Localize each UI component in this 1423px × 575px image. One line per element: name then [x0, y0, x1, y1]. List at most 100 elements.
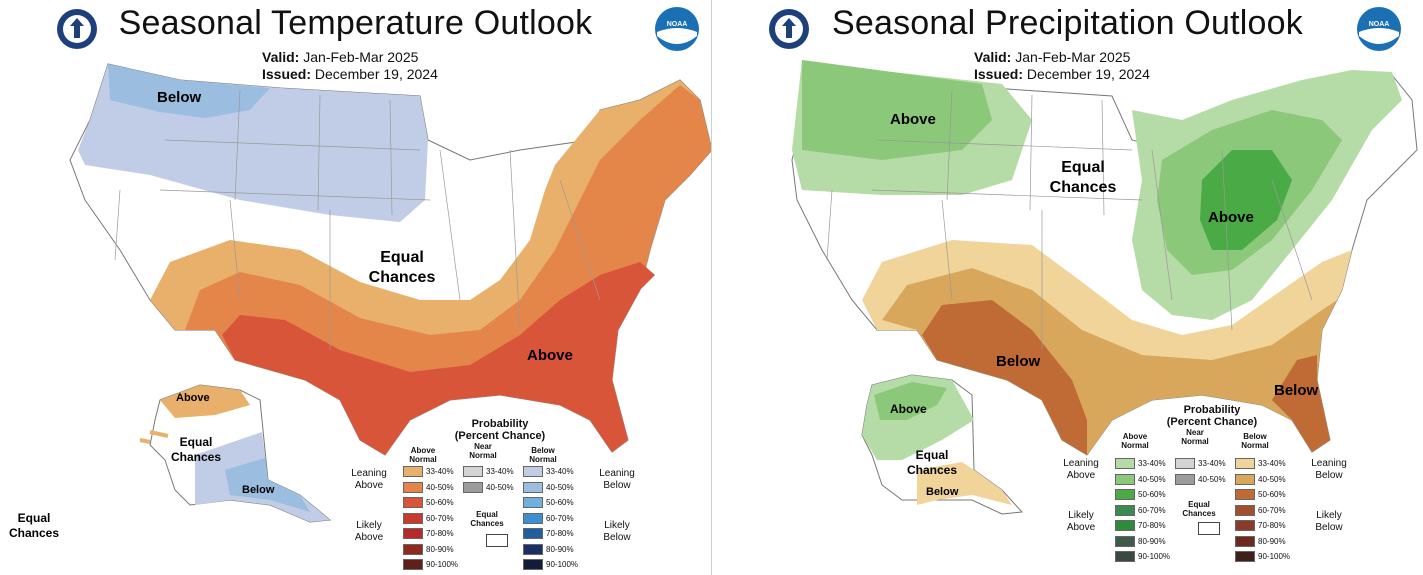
legend-swatch-label-near-0: 33-40%	[486, 467, 514, 476]
commerce-seal-icon	[769, 9, 809, 49]
legend-swatch-below-4	[1235, 520, 1255, 531]
legend-swatch-label-above-3: 60-70%	[1138, 505, 1166, 515]
likely-above-label: Likely Above	[1066, 510, 1096, 533]
leaning-below-label: Leaning Below	[599, 468, 635, 491]
panel-divider	[711, 0, 712, 575]
state-lines	[826, 89, 1313, 350]
below-normal-50-60-sw	[922, 300, 1087, 455]
legend-swatch-label-below-6: 90-100%	[1258, 552, 1291, 561]
legend-swatch-below-1	[1235, 473, 1255, 485]
legend-swatch-above-1	[403, 481, 423, 493]
legend-col-below: Below Normal	[1241, 432, 1269, 450]
legend-swatch-label-below-2: 50-60%	[1258, 490, 1286, 499]
legend-swatch-below-2	[523, 497, 543, 508]
legend-swatch-above-5	[403, 543, 423, 555]
legend-swatch-label-above-2: 50-60%	[426, 498, 454, 507]
likely-above-label: Likely Above	[354, 520, 384, 543]
leaning-below-label: Leaning Below	[1311, 458, 1347, 481]
precipitation-legend: Probability (Percent Chance) Above Normal …	[1057, 404, 1357, 564]
legend-swatch-below-0	[523, 466, 543, 477]
alaska-above-40-50-zone	[874, 382, 947, 420]
legend-swatch-label-below-1: 40-50%	[1258, 474, 1286, 484]
page-title: Seasonal Temperature Outlook	[118, 4, 593, 42]
legend-swatch-label-above-5: 80-90%	[1138, 536, 1166, 546]
below-normal-50-60-fl	[1272, 355, 1330, 452]
svg-text:NOAA: NOAA	[1369, 21, 1390, 28]
legend-swatch-label-above-0: 33-40%	[426, 467, 454, 476]
noaa-logo-icon: NOAA	[1357, 7, 1401, 51]
legend-swatch-label-near-0: 33-40%	[1198, 459, 1226, 468]
legend-swatch-below-3	[1235, 504, 1255, 516]
above-normal-50-60-zone	[222, 262, 655, 455]
legend-swatch-above-0	[1115, 458, 1135, 469]
legend-swatch-label-above-2: 50-60%	[1138, 490, 1166, 499]
valid-value: Jan-Feb-Mar 2025	[303, 49, 419, 65]
alaska-below-zone	[917, 462, 1012, 505]
legend-swatch-label-below-2: 50-60%	[546, 498, 574, 507]
legend-col-near: Near Normal	[469, 442, 497, 460]
legend-swatch-label-near-1: 40-50%	[486, 482, 514, 492]
legend-swatch-above-6	[403, 559, 423, 570]
alaska-below-40-50-zone	[225, 458, 310, 512]
legend-swatch-label-above-4: 70-80%	[1138, 521, 1166, 530]
legend-swatch-above-3	[403, 512, 423, 524]
svg-text:NOAA: NOAA	[667, 21, 688, 28]
legend-swatch-near-0	[1175, 458, 1195, 469]
legend-swatch-label-above-1: 40-50%	[426, 482, 454, 492]
legend-swatch-near-0	[463, 466, 483, 477]
legend-swatch-label-above-3: 60-70%	[426, 513, 454, 523]
legend-col-near: Near Normal	[1181, 428, 1209, 446]
issued-line: Issued: December 19, 2024	[262, 66, 438, 82]
legend-swatch-above-1	[1115, 473, 1135, 485]
legend-swatch-above-5	[1115, 535, 1135, 547]
legend-swatch-label-near-1: 40-50%	[1198, 474, 1226, 484]
legend-col-below: Below Normal	[529, 446, 557, 464]
likely-below-label: Likely Below	[603, 520, 631, 543]
valid-label: Valid:	[262, 49, 300, 65]
legend-col-above: Above Normal	[1121, 432, 1149, 450]
legend-swatch-below-1	[523, 481, 543, 493]
legend-swatch-label-below-4: 70-80%	[1258, 521, 1286, 530]
legend-swatch-label-below-5: 80-90%	[546, 544, 574, 554]
issued-label: Issued:	[974, 66, 1024, 82]
legend-swatch-above-0	[403, 466, 423, 477]
temperature-map	[69, 63, 711, 523]
legend-swatch-label-below-3: 60-70%	[1258, 505, 1286, 515]
legend-swatch-label-below-0: 33-40%	[1258, 459, 1286, 468]
legend-swatch-below-0	[1235, 458, 1255, 469]
below-normal-40-50-zone	[108, 64, 270, 118]
noaa-logo-icon: NOAA	[655, 7, 699, 51]
legend-swatch-near-1	[1175, 473, 1195, 485]
legend-swatch-above-4	[1115, 520, 1135, 531]
temperature-outlook-panel: Seasonal Temperature Outlook Valid: Jan-…	[0, 0, 711, 575]
legend-swatch-above-6	[1115, 551, 1135, 562]
issued-line: Issued: December 19, 2024	[974, 66, 1150, 82]
legend-title: Probability (Percent Chance)	[1166, 404, 1258, 428]
legend-swatch-label-above-4: 70-80%	[426, 529, 454, 538]
valid-line: Valid: Jan-Feb-Mar 2025	[974, 49, 1130, 65]
legend-title: Probability (Percent Chance)	[454, 418, 546, 442]
legend-swatch-above-4	[403, 528, 423, 539]
leaning-above-label: Leaning Above	[351, 468, 387, 491]
legend-col-above: Above Normal	[409, 446, 437, 464]
legend-swatch-label-below-1: 40-50%	[546, 482, 574, 492]
legend-swatch-label-below-5: 80-90%	[1258, 536, 1286, 546]
equal-chances-key-label: Equal Chances	[1182, 500, 1216, 518]
equal-chances-swatch	[1198, 522, 1220, 535]
legend-swatch-below-3	[523, 512, 543, 524]
likely-below-label: Likely Below	[1315, 510, 1343, 533]
page-title: Seasonal Precipitation Outlook	[832, 4, 1303, 42]
above-normal-east-50-60	[1200, 150, 1292, 250]
legend-swatch-above-3	[1115, 504, 1135, 516]
legend-swatch-below-6	[523, 559, 543, 570]
alaska-aleutians	[139, 430, 169, 444]
state-lines	[114, 89, 601, 350]
legend-swatch-label-above-1: 40-50%	[1138, 474, 1166, 484]
legend-swatch-below-6	[1235, 551, 1255, 562]
issued-value: December 19, 2024	[1026, 66, 1150, 82]
legend-swatch-label-below-6: 90-100%	[546, 560, 579, 569]
legend-swatch-near-1	[463, 481, 483, 493]
precipitation-map	[791, 60, 1418, 515]
equal-chances-key-label: Equal Chances	[470, 510, 504, 528]
issued-label: Issued:	[262, 66, 312, 82]
